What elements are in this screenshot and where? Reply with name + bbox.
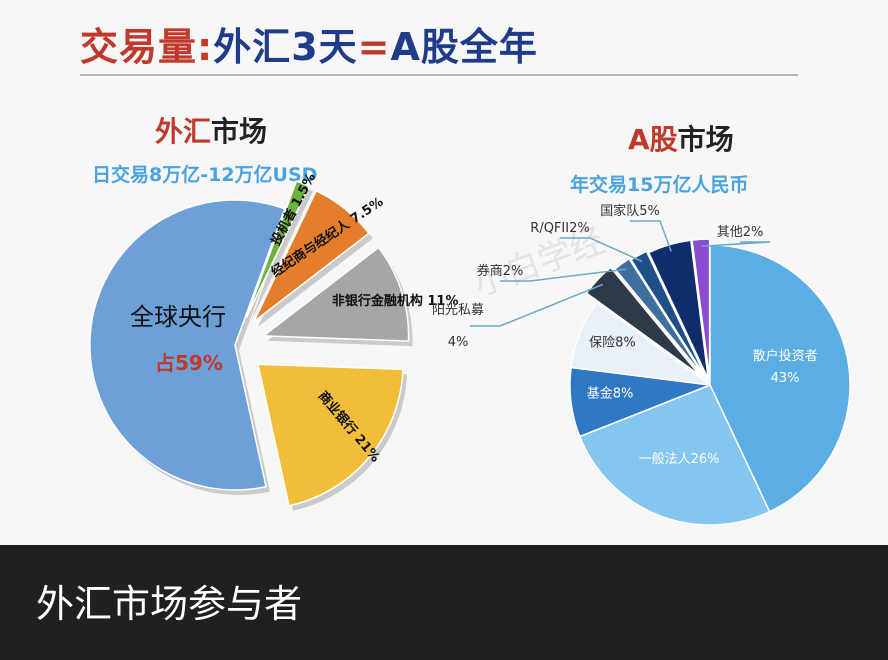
cn-slice-8 — [691, 238, 711, 380]
fx-slice-1-group — [245, 180, 313, 323]
cn-slice-2-label: 基金8% — [587, 386, 634, 402]
title-part-fx: 外汇3天 — [213, 25, 358, 69]
cn-slice-7-label: 国家队5% — [600, 203, 660, 219]
fx-slice-1 — [245, 180, 310, 318]
cn-chart-subtitle: 年交易15万亿人民币 — [570, 174, 749, 196]
fx-slice-3-group — [261, 246, 413, 347]
cn-slice-3-label: 保险8% — [589, 335, 636, 350]
title-equals: = — [357, 25, 391, 69]
cn-slice-6-label: R/QFII2% — [530, 221, 589, 236]
fx-slice-1-shadow — [250, 186, 313, 323]
cn-slice-4-label: 阳光私募 — [432, 303, 484, 318]
cn-title-black: 市场 — [677, 123, 734, 156]
fx-chart-title: 外汇市场 — [155, 110, 267, 150]
fx-value-central-banks: 占59% — [155, 351, 223, 375]
title-colon: : — [197, 25, 214, 69]
fx-slice-3 — [261, 246, 410, 342]
fx-slice-2 — [253, 189, 370, 323]
cn-slice-3 — [570, 301, 711, 386]
cn-slice-1-label: 一般法人26% — [639, 451, 720, 467]
cn-slice-8-leader-line — [701, 241, 771, 248]
title-divider — [80, 74, 798, 76]
slide: 交易量:外汇3天=A股全年 外汇市场 日交易8万亿-12万亿USD A股市场 年… — [80, 16, 851, 526]
cn-chart-title: A股市场 — [628, 118, 734, 158]
cn-slice-0-label: 散户投资者 — [753, 348, 818, 364]
cn-slice-5 — [613, 257, 705, 378]
fx-title-black: 市场 — [211, 115, 268, 148]
fx-label-central-banks: 全球央行 — [130, 303, 226, 331]
fx-title-red: 外汇 — [155, 115, 212, 148]
fx-slice-0 — [89, 199, 286, 491]
cn-slice-4-leader-line — [470, 283, 604, 327]
cn-slice-4 — [585, 266, 701, 377]
fx-slice-4 — [257, 363, 404, 507]
cn-slice-8-label: 其他2% — [717, 225, 764, 240]
fx-slice-3-label: 非银行金融机构 11% — [332, 293, 459, 309]
slide-title: 交易量:外汇3天=A股全年 — [80, 16, 538, 71]
cn-title-red: A股 — [628, 123, 678, 156]
fx-slice-0-group — [89, 199, 289, 495]
cn-slice-5-label: 券商2% — [477, 263, 524, 279]
fx-slice-4-group — [257, 363, 407, 511]
fx-slice-2-group — [253, 189, 373, 327]
cn-slice-1 — [578, 384, 771, 526]
cn-slice-6 — [630, 250, 707, 379]
cn-slice-7-leader-line — [630, 220, 672, 252]
cn-slice-5-leader-line — [500, 268, 626, 282]
fx-chart-subtitle: 日交易8万亿-12万亿USD — [92, 164, 318, 186]
cn-slice-0-value: 43% — [771, 371, 800, 386]
caption-bar: 外汇市场参与者 — [0, 545, 888, 660]
video-caption: 外汇市场参与者 — [36, 582, 303, 626]
cn-slice-4-value: 4% — [448, 335, 469, 350]
cn-slice-0 — [709, 244, 851, 513]
title-part-ashare: A股全年 — [390, 25, 538, 69]
cn-slice-6-leader-line — [560, 237, 643, 263]
ashare-pie-chart: 散户投资者 43% 一般法人26% 基金8% 保险8% 阳光私募 4% 券商2% R/QFII2… — [432, 203, 851, 526]
title-part-volume: 交易量 — [80, 25, 198, 69]
